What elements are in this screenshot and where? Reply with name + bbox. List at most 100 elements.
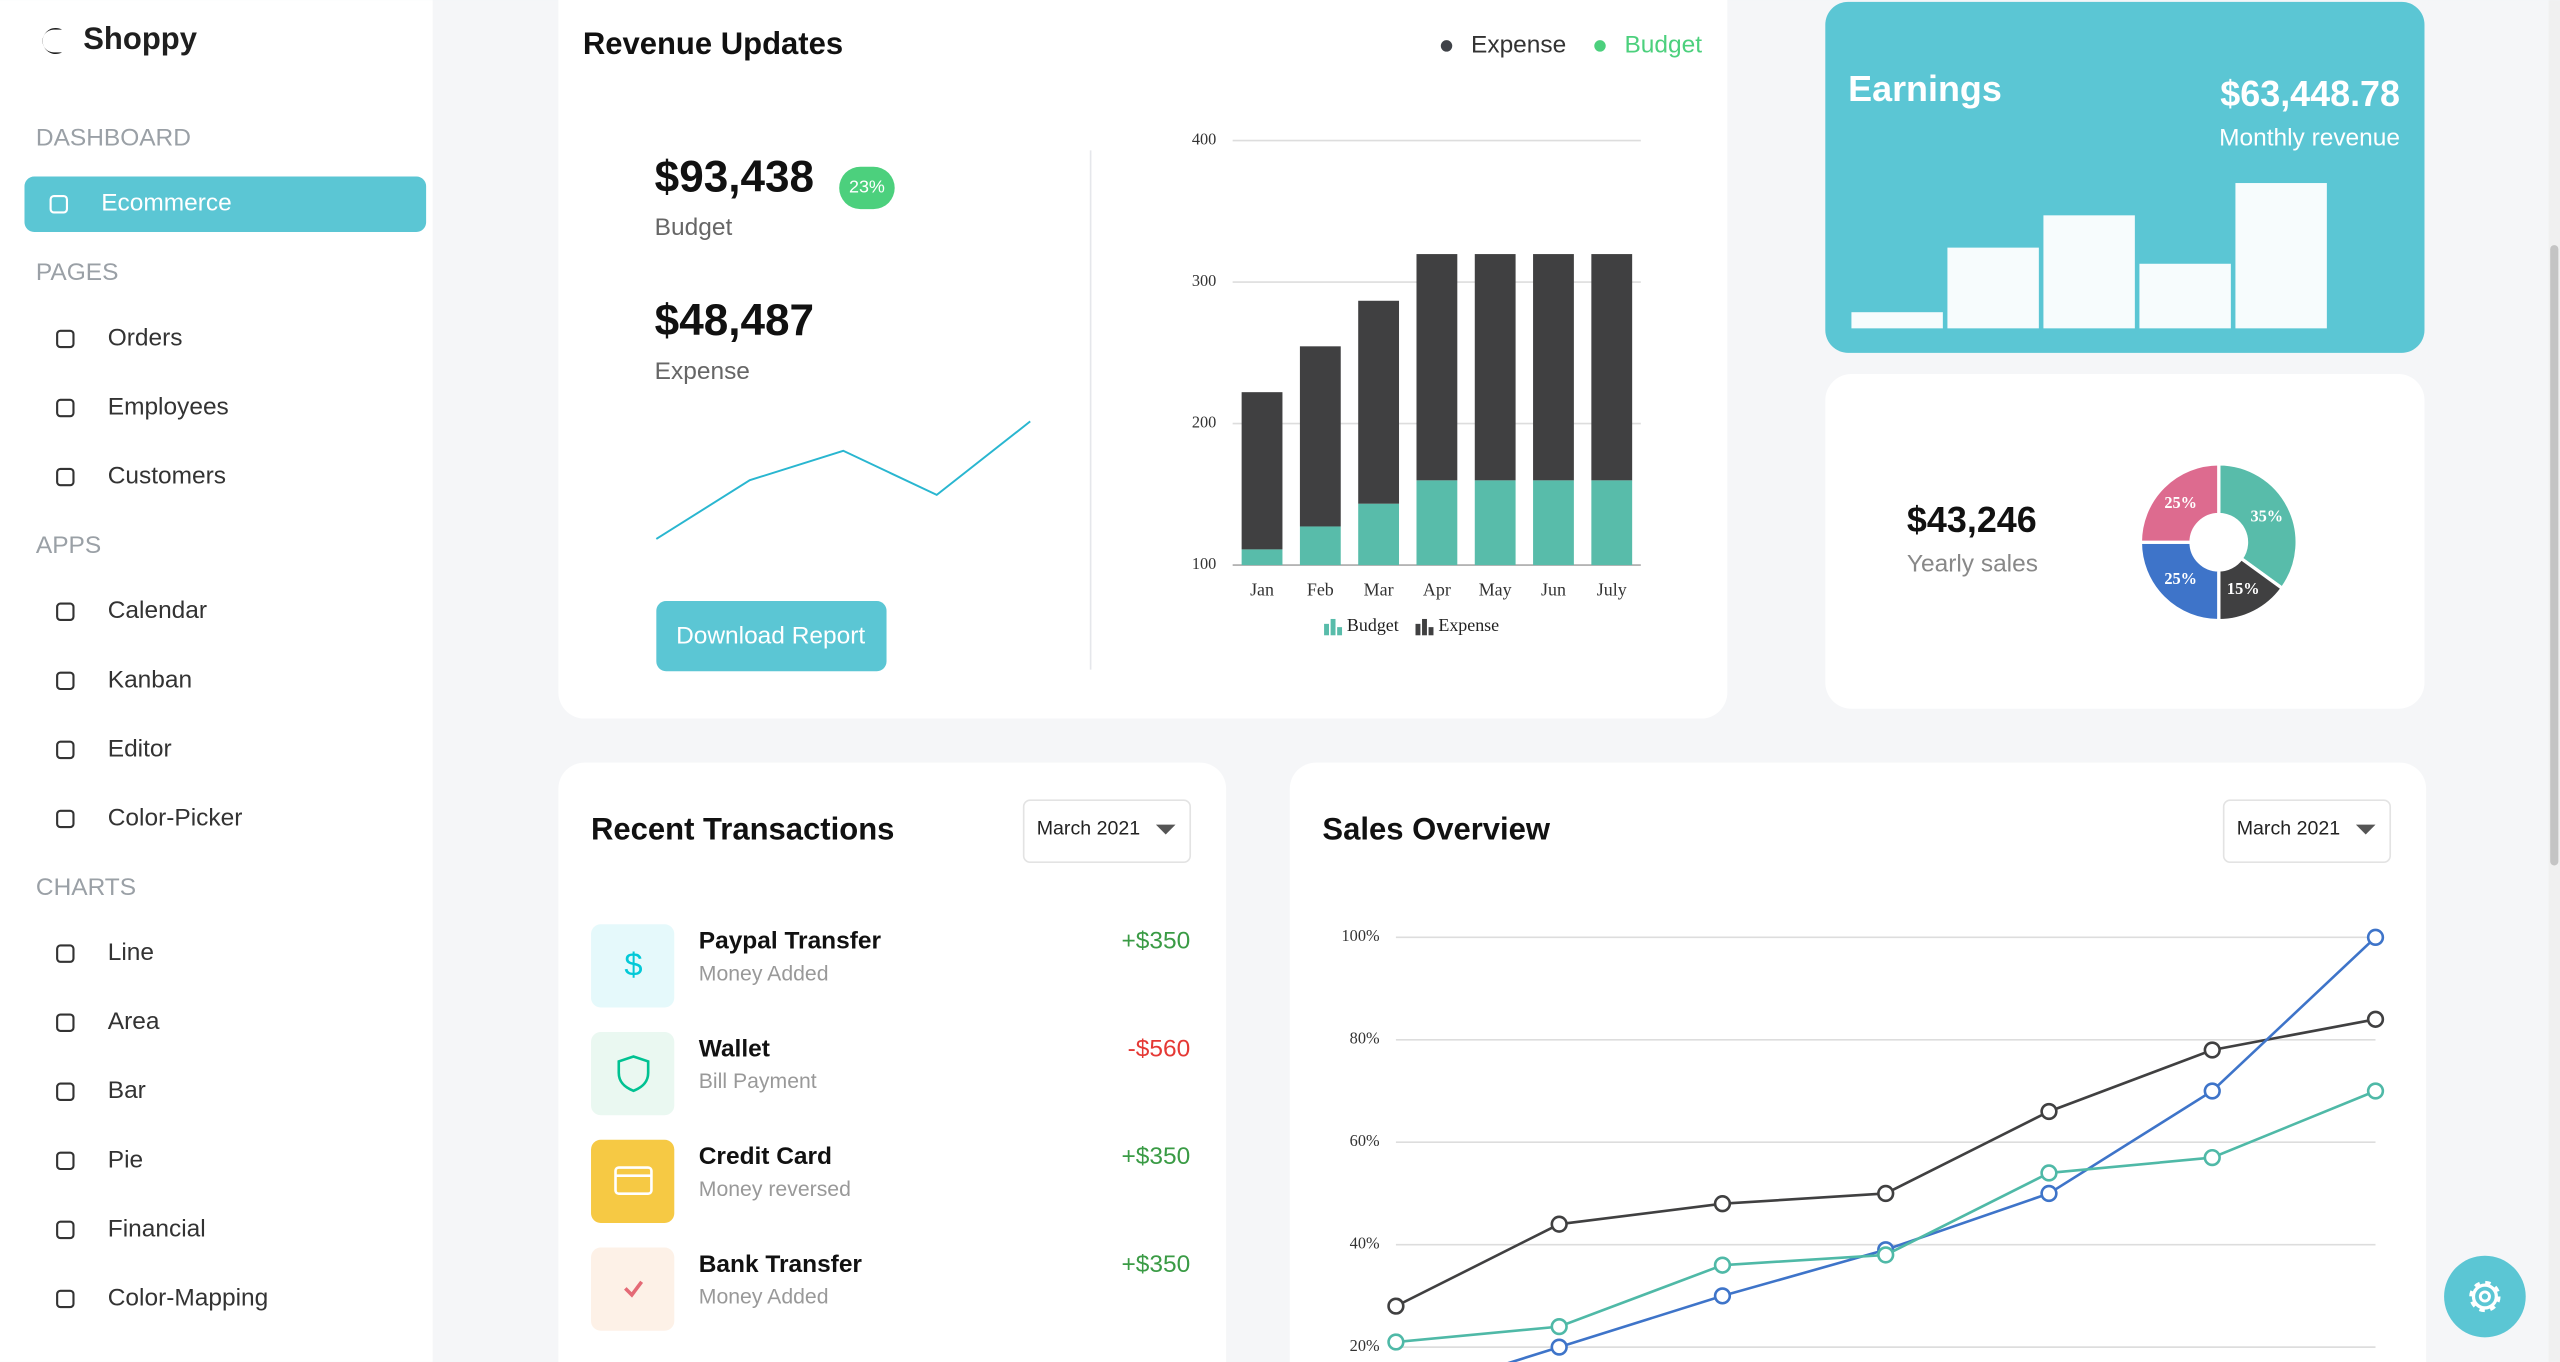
x-tick-label: Feb (1307, 579, 1334, 599)
nav-item[interactable]: Orders (56, 324, 183, 351)
nav-item[interactable]: Editor (56, 735, 172, 762)
nav-item[interactable]: Pie (56, 1146, 143, 1173)
y-tick-label: 400 (1192, 129, 1216, 148)
transaction-icon (614, 1166, 653, 1195)
nav-item[interactable]: Calendar (56, 597, 207, 624)
transaction-icon (624, 1280, 644, 1298)
nav-label[interactable]: Kanban (108, 666, 192, 693)
nav-label[interactable]: Editor (108, 735, 172, 762)
dropdown-label[interactable]: March 2021 (1037, 818, 1140, 840)
dropdown[interactable]: March 2021 (1022, 799, 1192, 864)
nav-section: APPS (36, 532, 101, 559)
sales-marker (2366, 928, 2385, 946)
nav-label[interactable]: Ecommerce (101, 190, 232, 217)
nav-item[interactable]: Area (56, 1008, 160, 1035)
nav-icon (56, 398, 75, 418)
dropdown[interactable]: March 2021 (2222, 799, 2392, 864)
nav-label[interactable]: Calendar (108, 597, 207, 624)
nav-icon (56, 1151, 75, 1171)
nav-icon (56, 1082, 75, 1101)
transaction-title: Wallet (699, 1035, 770, 1062)
transaction-title: Bank Transfer (699, 1251, 863, 1278)
download-button-label: Download Report (676, 622, 865, 649)
dropdown-label[interactable]: March 2021 (2237, 818, 2340, 840)
nav-item[interactable]: Customers (56, 463, 226, 490)
legend-icon (1337, 627, 1343, 636)
dropdown-box[interactable] (2222, 799, 2392, 864)
badge (839, 166, 895, 210)
nav-item[interactable]: Financial (56, 1215, 206, 1242)
earnings-label: Monthly revenue (2219, 124, 2400, 151)
bar-segment (1533, 480, 1574, 566)
bar-segment (1416, 254, 1458, 481)
nav-item[interactable]: Kanban (56, 666, 192, 693)
transaction-title: Credit Card (699, 1143, 832, 1170)
nav-label[interactable]: Color-Picker (108, 804, 243, 831)
bar-segment (1416, 480, 1458, 566)
bar-segment (1241, 392, 1283, 550)
gear (2471, 1283, 2498, 1310)
sales-marker (1877, 1184, 1895, 1203)
legend-icon (1330, 618, 1336, 636)
sales-card (1289, 762, 2427, 1362)
nav-icon (56, 944, 75, 963)
transaction-amount: +$350 (1121, 928, 1190, 955)
legend-label: Budget (1347, 615, 1399, 635)
nav-label[interactable]: Line (108, 939, 154, 966)
nav-icon (56, 1289, 75, 1309)
budget-amount: $93,438 (655, 152, 814, 201)
earnings-bar (1851, 312, 1943, 329)
nav-label[interactable]: Bar (108, 1077, 146, 1104)
brand: Shoppy (83, 21, 197, 56)
earnings-bar (2235, 183, 2327, 329)
pie-slice (2138, 462, 2221, 544)
nav-item[interactable]: Employees (56, 393, 229, 420)
bar-segment (1474, 480, 1516, 566)
y-tick-label: 40% (1350, 1233, 1380, 1252)
settings-circle[interactable] (2444, 1255, 2526, 1338)
bar-segment (1299, 346, 1341, 527)
sales-marker (1713, 1195, 1732, 1213)
transaction-desc: Money Added (699, 962, 829, 985)
nav-label[interactable]: Area (108, 1008, 160, 1035)
nav-icon (56, 602, 75, 622)
pie-slice (2217, 556, 2285, 623)
nav-label[interactable]: Orders (108, 324, 183, 351)
nav-label[interactable]: Color-Mapping (108, 1284, 268, 1311)
download-button[interactable] (656, 601, 887, 672)
bar-segment (1358, 503, 1400, 566)
gear-teeth (2469, 1280, 2501, 1313)
bar-segment (1241, 549, 1283, 566)
nav-item[interactable]: Ecommerce (24, 176, 427, 233)
y-tick-label: 80% (1350, 1029, 1380, 1048)
legend-dot (1594, 40, 1606, 52)
nav-icon (56, 1013, 75, 1032)
nav-active[interactable] (24, 176, 427, 233)
dropdown-box[interactable] (1022, 799, 1192, 864)
legend-icon (1422, 618, 1427, 636)
settings-button[interactable] (2444, 1255, 2526, 1338)
nav-icon (56, 809, 75, 829)
nav-label[interactable]: Employees (108, 393, 229, 420)
sales-marker (2203, 1148, 2221, 1167)
nav-section: PAGES (36, 259, 119, 286)
nav-item[interactable]: Color-Picker (56, 804, 243, 831)
nav-label[interactable]: Pie (108, 1146, 143, 1173)
sales-marker (2040, 1102, 2058, 1121)
sales-marker (2040, 1184, 2058, 1203)
pie-slice (2217, 462, 2299, 591)
y-tick-label: 20% (1350, 1336, 1380, 1355)
x-tick-label: May (1479, 579, 1512, 599)
sales-marker (1550, 1338, 1568, 1356)
card-title: Sales Overview (1322, 811, 1550, 846)
pie-label: 15% (2227, 579, 2260, 598)
transaction-desc: Bill Payment (699, 1070, 817, 1093)
nav-icon (56, 671, 75, 691)
legend-icon (1415, 623, 1421, 636)
nav-item[interactable]: Line (56, 939, 154, 966)
nav-label[interactable]: Customers (108, 463, 226, 490)
nav-section: DASHBOARD (36, 124, 191, 151)
nav-item[interactable]: Color-Mapping (56, 1284, 268, 1311)
nav-item[interactable]: Bar (56, 1077, 146, 1104)
nav-label[interactable]: Financial (108, 1215, 206, 1242)
